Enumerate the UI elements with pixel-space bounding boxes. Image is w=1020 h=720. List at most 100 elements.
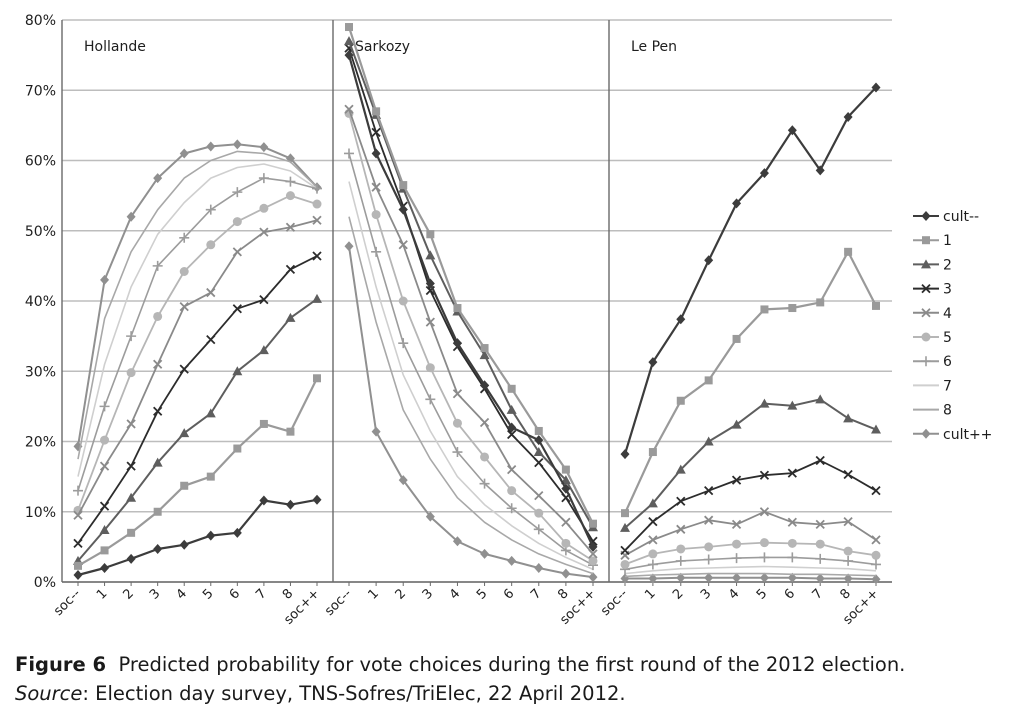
- series-6: [620, 552, 881, 575]
- series-cultplusplus: [344, 241, 598, 583]
- x-tick-label: 3: [420, 586, 436, 602]
- x-tick-label: 2: [393, 586, 409, 602]
- data-point: [344, 148, 354, 159]
- legend-label: 2: [943, 257, 952, 273]
- data-point: [561, 483, 571, 494]
- legend-item-4: 4: [913, 306, 952, 322]
- data-point: [179, 428, 190, 438]
- data-point: [704, 376, 713, 385]
- data-point: [100, 274, 110, 285]
- data-point: [620, 545, 630, 556]
- series-1: [621, 247, 880, 518]
- data-point: [731, 553, 742, 564]
- data-point: [732, 572, 742, 583]
- series-line: [623, 86, 877, 455]
- data-point: [589, 519, 597, 528]
- y-tick-label: 80%: [25, 13, 56, 29]
- series-8: [77, 150, 318, 460]
- x-tick-label: 1: [642, 586, 658, 602]
- data-point: [179, 539, 189, 550]
- data-point: [533, 447, 544, 457]
- series-line: [623, 250, 877, 514]
- data-point: [179, 232, 190, 243]
- data-point: [534, 508, 544, 518]
- data-point: [206, 335, 216, 345]
- series-2: [620, 394, 881, 532]
- data-point: [126, 211, 136, 222]
- series-line: [348, 181, 594, 571]
- data-point: [759, 572, 769, 583]
- x-tick-label: 2: [120, 586, 136, 602]
- data-point: [153, 507, 162, 516]
- data-point: [561, 465, 570, 474]
- series-line: [77, 377, 318, 567]
- figure-source: Source: Election day survey, TNS-Sofres/…: [15, 680, 1005, 708]
- data-point: [73, 485, 83, 496]
- data-point: [344, 36, 354, 46]
- data-point: [648, 516, 658, 527]
- data-point: [425, 394, 436, 405]
- series-line: [77, 194, 318, 511]
- data-point: [232, 217, 242, 227]
- legend-label: cult--: [943, 209, 979, 225]
- x-tick-label: 1: [365, 586, 381, 602]
- series-3: [344, 43, 598, 546]
- data-point: [312, 183, 322, 194]
- data-point: [127, 528, 136, 537]
- data-point: [206, 240, 216, 250]
- data-point: [312, 293, 322, 303]
- series-6: [73, 173, 322, 496]
- data-point: [648, 549, 658, 559]
- series-cultminusminus: [620, 82, 881, 460]
- data-point: [676, 496, 686, 506]
- data-point: [506, 404, 517, 414]
- data-point: [871, 535, 881, 545]
- series-5: [620, 538, 881, 569]
- data-point: [676, 544, 686, 554]
- legend-item-6: 6: [913, 354, 952, 370]
- x-tick-label: soc--: [322, 586, 355, 619]
- data-point: [371, 246, 382, 257]
- data-point: [232, 527, 242, 538]
- series-6: [344, 148, 598, 571]
- data-point: [126, 368, 136, 378]
- legend-marker: [921, 283, 931, 294]
- data-point: [871, 424, 881, 434]
- data-point: [371, 426, 381, 437]
- series-line: [77, 219, 318, 516]
- series-line: [77, 255, 318, 544]
- data-point: [73, 510, 83, 520]
- x-tick-label: 5: [200, 586, 216, 602]
- series-line: [77, 498, 318, 577]
- data-point: [534, 490, 544, 501]
- data-point: [205, 204, 216, 215]
- x-tick-label: 8: [555, 586, 571, 602]
- data-point: [787, 400, 798, 410]
- data-point: [787, 125, 797, 136]
- series-line: [624, 556, 877, 571]
- data-point: [621, 509, 629, 518]
- data-point: [871, 559, 881, 570]
- data-point: [74, 561, 82, 570]
- data-point: [425, 317, 435, 327]
- data-point: [675, 555, 686, 566]
- data-point: [534, 457, 544, 468]
- data-point: [816, 298, 825, 307]
- data-point: [371, 127, 381, 138]
- x-tick-label: 8: [280, 586, 296, 602]
- data-point: [399, 181, 408, 190]
- data-point: [479, 417, 490, 428]
- data-point: [259, 227, 269, 237]
- panel-title: Sarkozy: [355, 39, 410, 55]
- x-tick-label: 3: [698, 586, 714, 602]
- legend: cult-- 1 2 3 4 5 6 7 8 cult++: [913, 209, 992, 443]
- data-point: [480, 380, 490, 391]
- y-tick-label: 20%: [25, 435, 56, 451]
- data-point: [99, 401, 110, 412]
- data-point: [100, 546, 109, 555]
- series-1: [74, 374, 321, 570]
- data-point: [99, 525, 110, 535]
- series-line: [347, 54, 594, 548]
- data-point: [398, 475, 408, 486]
- data-point: [620, 559, 630, 569]
